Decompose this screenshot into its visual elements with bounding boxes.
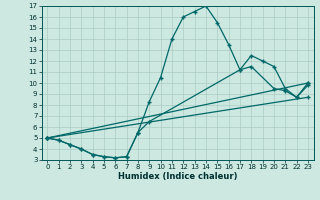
X-axis label: Humidex (Indice chaleur): Humidex (Indice chaleur) — [118, 172, 237, 181]
